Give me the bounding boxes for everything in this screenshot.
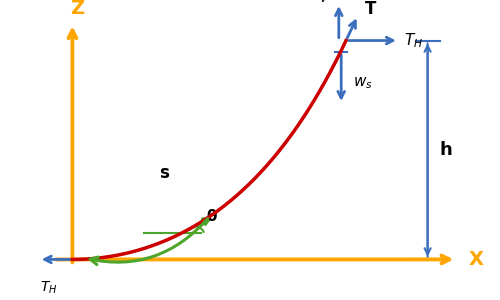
Text: $T_V$: $T_V$: [310, 0, 329, 5]
FancyArrowPatch shape: [90, 219, 208, 265]
Text: $T_H$: $T_H$: [40, 280, 57, 296]
Text: X: X: [468, 250, 483, 269]
Text: s: s: [158, 164, 168, 182]
Text: $T_H$: $T_H$: [404, 31, 422, 50]
Text: $w_s$: $w_s$: [353, 76, 373, 91]
Text: Z: Z: [70, 0, 84, 17]
Text: θ: θ: [206, 209, 216, 224]
Text: T: T: [365, 0, 376, 18]
Text: h: h: [440, 141, 452, 159]
